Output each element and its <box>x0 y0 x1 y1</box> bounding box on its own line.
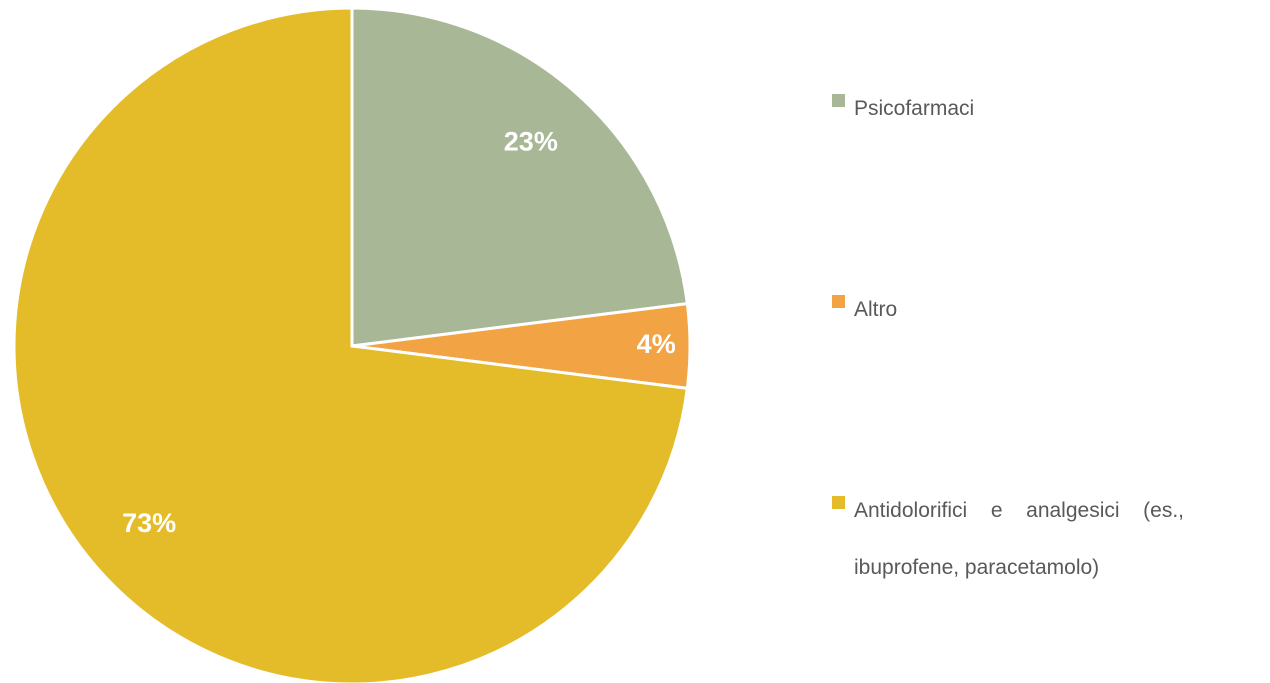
data-label: 23% <box>504 126 558 156</box>
legend-swatch <box>832 94 845 107</box>
legend-label: Altro <box>854 298 898 321</box>
data-label: 4% <box>637 329 676 359</box>
pie-slice <box>12 6 690 683</box>
legend-swatch <box>832 295 845 308</box>
legend-item: Altro <box>832 281 1192 338</box>
legend-label: Antidolorifici e analgesici (es., ibupro… <box>854 499 1184 579</box>
pie-slice <box>350 6 690 348</box>
legend-label: Psicofarmaci <box>854 97 975 120</box>
legend-item: Psicofarmaci <box>832 80 1192 137</box>
legend-item: Antidolorifici e analgesici (es., ibupro… <box>832 482 1192 596</box>
legend-swatch <box>832 496 845 509</box>
data-label: 73% <box>122 508 176 538</box>
